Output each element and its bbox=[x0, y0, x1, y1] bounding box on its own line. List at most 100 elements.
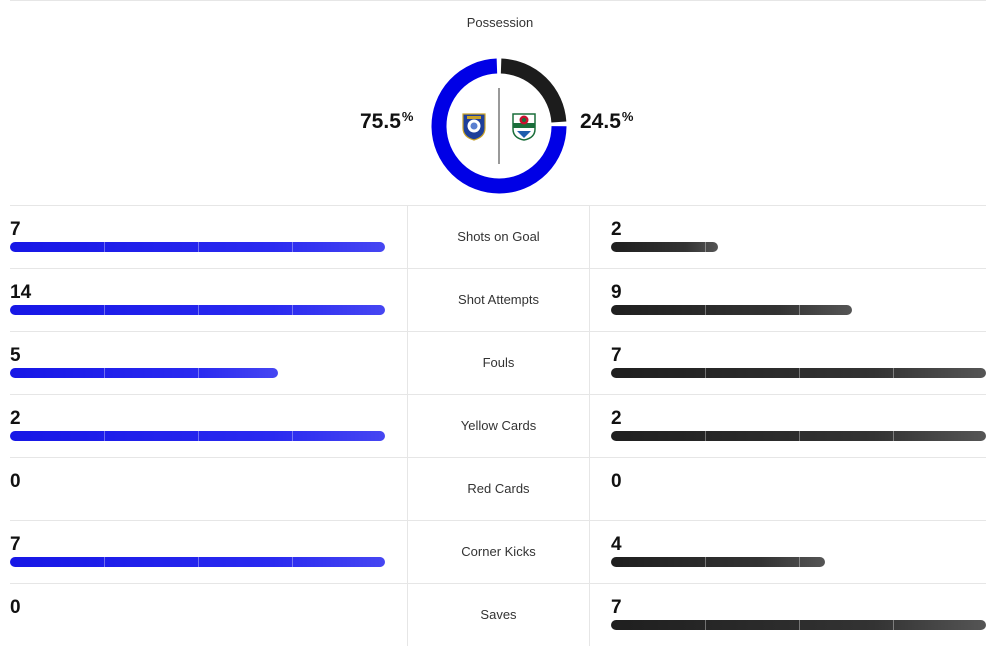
stat-home-bar bbox=[10, 431, 385, 441]
bar-segment-tick bbox=[104, 242, 105, 252]
column-divider bbox=[589, 520, 590, 583]
stat-away-value: 9 bbox=[611, 282, 622, 303]
column-divider bbox=[407, 331, 408, 394]
possession-arc-away bbox=[500, 58, 567, 123]
stat-away-bar bbox=[611, 431, 986, 441]
bar-segment-tick bbox=[292, 305, 293, 315]
bar-segment-tick bbox=[705, 242, 706, 252]
stat-away-bar bbox=[611, 557, 825, 567]
bar-segment-tick bbox=[799, 557, 800, 567]
column-divider bbox=[589, 457, 590, 520]
bar-segment-tick bbox=[104, 305, 105, 315]
bar-segment-tick bbox=[198, 242, 199, 252]
column-divider bbox=[589, 583, 590, 646]
bar-segment-tick bbox=[705, 431, 706, 441]
stats-table: 7 Shots on Goal 2 14 Shot Attempts 9 5 F… bbox=[0, 205, 1000, 646]
stat-away-value: 2 bbox=[611, 219, 622, 240]
bar-segment-tick bbox=[198, 368, 199, 378]
bar-segment-tick bbox=[104, 431, 105, 441]
column-divider bbox=[407, 520, 408, 583]
row-divider bbox=[408, 394, 589, 395]
stat-away-bar bbox=[611, 368, 986, 378]
bar-segment-tick bbox=[198, 305, 199, 315]
row-divider bbox=[408, 331, 589, 332]
stat-home-bar bbox=[10, 368, 278, 378]
row-divider bbox=[590, 205, 986, 206]
row-divider bbox=[10, 520, 407, 521]
column-divider bbox=[407, 394, 408, 457]
stat-label: Shot Attempts bbox=[458, 292, 539, 307]
bar-segment-tick bbox=[198, 431, 199, 441]
row-divider bbox=[408, 205, 589, 206]
stat-home-bar bbox=[10, 557, 385, 567]
bar-segment-tick bbox=[104, 368, 105, 378]
stat-row: 14 Shot Attempts 9 bbox=[0, 268, 1000, 331]
bar-segment-tick bbox=[705, 557, 706, 567]
possession-title: Possession bbox=[466, 15, 534, 30]
row-divider bbox=[590, 394, 986, 395]
stat-home-bar bbox=[10, 305, 385, 315]
bar-segment-tick bbox=[292, 557, 293, 567]
stat-row: 2 Yellow Cards 2 bbox=[0, 394, 1000, 457]
row-divider bbox=[408, 457, 589, 458]
possession-away-percent: 24.5% bbox=[580, 109, 634, 133]
column-divider bbox=[407, 583, 408, 646]
stat-home-value: 5 bbox=[10, 345, 21, 366]
stat-home-bar bbox=[10, 242, 385, 252]
bar-segment-tick bbox=[893, 368, 894, 378]
bar-segment-tick bbox=[705, 620, 706, 630]
possession-arc-home bbox=[431, 58, 567, 194]
column-divider bbox=[589, 205, 590, 268]
row-divider bbox=[10, 268, 407, 269]
row-divider bbox=[10, 394, 407, 395]
stat-label: Red Cards bbox=[467, 481, 530, 496]
top-divider bbox=[10, 0, 986, 1]
possession-donut-chart bbox=[431, 58, 567, 194]
row-divider bbox=[10, 331, 407, 332]
bar-segment-tick bbox=[799, 431, 800, 441]
bar-segment-tick bbox=[893, 431, 894, 441]
bar-segment-tick bbox=[799, 305, 800, 315]
stat-home-value: 0 bbox=[10, 597, 21, 618]
bar-segment-tick bbox=[104, 557, 105, 567]
row-divider bbox=[408, 520, 589, 521]
stat-row: 7 Corner Kicks 4 bbox=[0, 520, 1000, 583]
stat-row: 7 Shots on Goal 2 bbox=[0, 205, 1000, 268]
stat-away-value: 7 bbox=[611, 597, 622, 618]
row-divider bbox=[590, 583, 986, 584]
column-divider bbox=[589, 331, 590, 394]
stat-label: Corner Kicks bbox=[461, 544, 536, 559]
column-divider bbox=[589, 268, 590, 331]
stat-label: Fouls bbox=[482, 355, 515, 370]
row-divider bbox=[10, 457, 407, 458]
column-divider bbox=[407, 268, 408, 331]
column-divider bbox=[407, 205, 408, 268]
stat-away-value: 2 bbox=[611, 408, 622, 429]
row-divider bbox=[408, 583, 589, 584]
leicester-city-crest-icon bbox=[462, 113, 486, 141]
stat-away-value: 4 bbox=[611, 534, 622, 555]
stat-row: 5 Fouls 7 bbox=[0, 331, 1000, 394]
stat-away-value: 0 bbox=[611, 471, 622, 492]
row-divider bbox=[10, 583, 407, 584]
stat-home-value: 0 bbox=[10, 471, 21, 492]
possession-home-percent: 75.5% bbox=[360, 109, 414, 133]
row-divider bbox=[408, 268, 589, 269]
stat-home-value: 7 bbox=[10, 219, 21, 240]
stat-away-bar bbox=[611, 242, 718, 252]
stat-away-bar bbox=[611, 620, 986, 630]
stat-away-bar bbox=[611, 305, 852, 315]
stat-home-value: 14 bbox=[10, 282, 32, 303]
stat-row: 0 Saves 7 bbox=[0, 583, 1000, 646]
row-divider bbox=[590, 268, 986, 269]
row-divider bbox=[590, 331, 986, 332]
bar-segment-tick bbox=[799, 368, 800, 378]
bar-segment-tick bbox=[705, 305, 706, 315]
stat-row: 0 Red Cards 0 bbox=[0, 457, 1000, 520]
bar-segment-tick bbox=[198, 557, 199, 567]
column-divider bbox=[589, 394, 590, 457]
column-divider bbox=[407, 457, 408, 520]
stat-label: Yellow Cards bbox=[460, 418, 537, 433]
bar-segment-tick bbox=[292, 431, 293, 441]
row-divider bbox=[590, 457, 986, 458]
